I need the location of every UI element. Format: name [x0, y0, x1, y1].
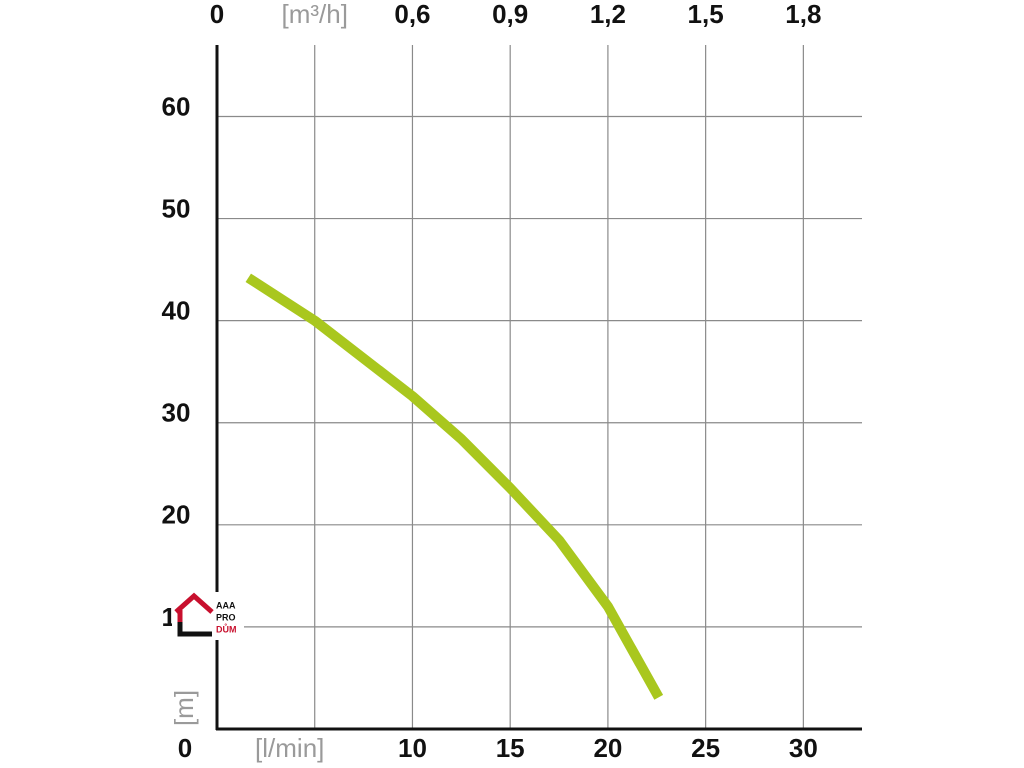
x2-tick-label: 1,2 [590, 0, 626, 29]
y-tick-label: 20 [162, 500, 191, 530]
logo-text: DŮM [216, 623, 237, 634]
x2-tick-label: 1,5 [688, 0, 724, 29]
x2-tick-label: 0,6 [394, 0, 430, 29]
x2-tick-label: [m³/h] [282, 0, 348, 29]
x2-tick-label: 0,9 [492, 0, 528, 29]
x-tick-label: 10 [398, 733, 427, 763]
x-tick-label: 20 [593, 733, 622, 763]
y-tick-label: 60 [162, 91, 191, 121]
x2-tick-label: 0 [210, 0, 224, 29]
logo-text: AAA [216, 600, 236, 610]
x-tick-label: 25 [691, 733, 720, 763]
x2-tick-label: 1,8 [785, 0, 821, 29]
x-tick-label: 30 [789, 733, 818, 763]
curve [245, 273, 664, 700]
logo-text: PRO [216, 612, 236, 622]
y-tick-label: 50 [162, 193, 191, 223]
logo-base [177, 622, 212, 637]
y-tick-label: 40 [162, 296, 191, 326]
x-tick-label: [l/min] [255, 733, 324, 763]
y-axis-label: [m] [169, 690, 199, 726]
x-tick-label: 15 [496, 733, 525, 763]
y-tick-label: 30 [162, 398, 191, 428]
x-tick-label: 0 [178, 733, 192, 763]
